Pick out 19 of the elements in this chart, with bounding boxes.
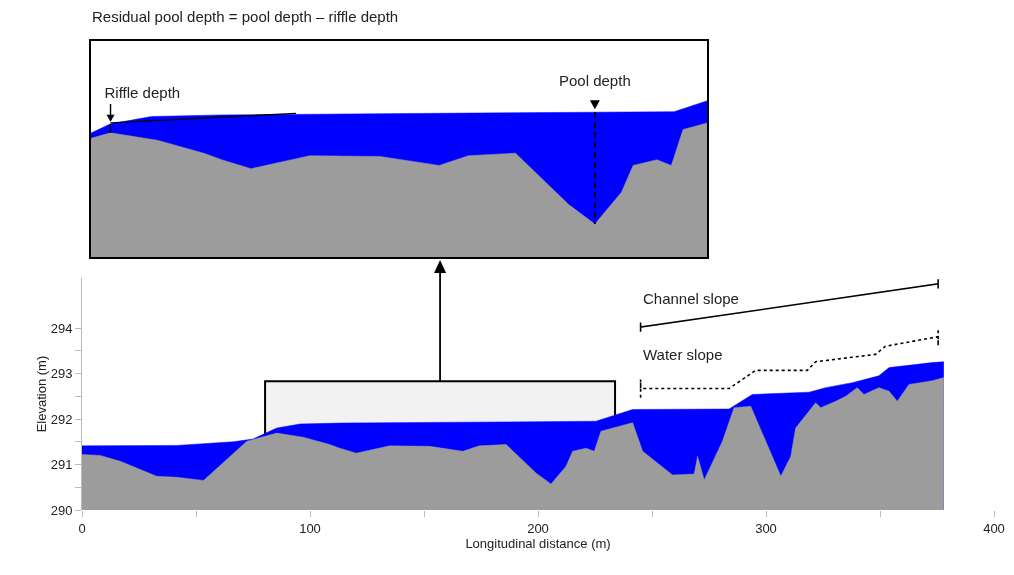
y-axis-title: Elevation (m)	[33, 355, 49, 433]
y-tick-label: 294	[50, 320, 73, 336]
text: Riffle depth	[104, 83, 181, 101]
y-tick-label: 293	[50, 366, 73, 382]
y-tick-label: 291	[50, 457, 73, 473]
x-axis-title: Longitudinal distance (m)	[465, 535, 611, 551]
line-series	[639, 327, 939, 399]
text: Residual pool depth = pool depth – riffle depth	[92, 8, 399, 25]
x-tick-label: 0	[78, 520, 86, 536]
y-tick-label: 290	[50, 502, 73, 518]
line-series	[639, 278, 939, 333]
annotation: Channel slope	[643, 290, 739, 307]
y-tick-label: 292	[50, 411, 73, 427]
x-tick-label: 300	[755, 520, 777, 536]
x-tick-label: 400	[983, 520, 1005, 536]
annotation: Water slope	[643, 346, 723, 363]
x-tick-label: 100	[299, 520, 321, 536]
text: Pool depth	[559, 72, 631, 90]
x-tick-label: 200	[527, 520, 549, 536]
